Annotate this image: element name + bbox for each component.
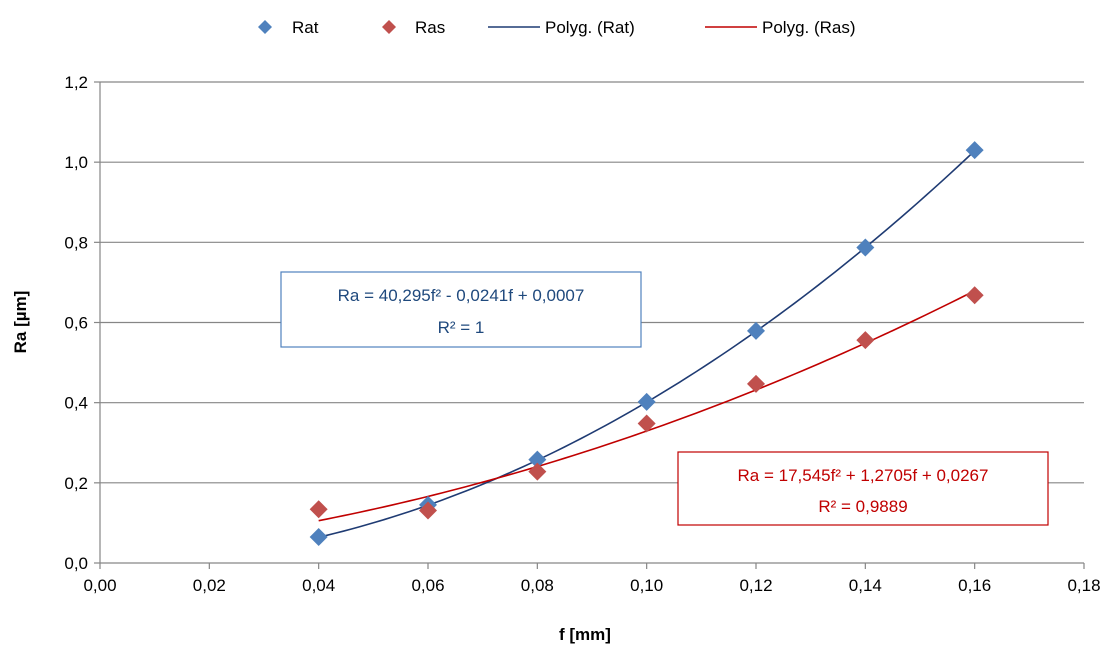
y-tick-label-3: 0,6: [64, 314, 88, 333]
equation-box-ras-frame: [677, 451, 1049, 526]
equation-rat: Ra = 40,295f² - 0,0241f + 0,0007: [338, 286, 585, 305]
data-points: [309, 141, 984, 546]
legend-label-ras-trend: Polyg. (Ras): [762, 18, 856, 37]
y-tick-label-2: 0,4: [64, 394, 88, 413]
data-point-rat-4: [747, 321, 765, 340]
x-tick-label-9: 0,18: [1067, 576, 1100, 595]
r-squared-rat: R² = 1: [438, 318, 485, 337]
y-tick-label-5: 1,0: [64, 153, 88, 172]
data-point-ras-4: [747, 374, 765, 393]
legend-label-ras: Ras: [415, 18, 445, 37]
legend-label-rat-trend: Polyg. (Rat): [545, 18, 635, 37]
equation-ras: Ra = 17,545f² + 1,2705f + 0,0267: [738, 466, 989, 485]
data-point-rat-6: [965, 141, 984, 160]
data-point-ras-1: [419, 501, 437, 520]
data-point-ras-6: [965, 286, 984, 305]
data-point-ras-3: [637, 414, 656, 433]
legend: Rat Ras Polyg. (Rat) Polyg. (Ras): [258, 18, 856, 37]
x-tick-label-0: 0,00: [83, 576, 116, 595]
x-tick-label-8: 0,16: [958, 576, 991, 595]
x-tick-label-7: 0,14: [849, 576, 882, 595]
data-point-ras-0: [309, 500, 328, 519]
legend-label-rat: Rat: [292, 18, 319, 37]
data-point-rat-0: [309, 527, 328, 546]
equation-box-ras: Ra = 17,545f² + 1,2705f + 0,0267 R² = 0,…: [677, 451, 1049, 526]
axes: [94, 81, 1085, 569]
y-tick-label-1: 0,2: [64, 474, 88, 493]
equation-box-rat: Ra = 40,295f² - 0,0241f + 0,0007 R² = 1: [280, 271, 642, 348]
legend-marker-rat: [258, 20, 272, 34]
data-point-rat-2: [528, 450, 547, 469]
y-axis-title: Ra [µm]: [11, 291, 30, 354]
x-tick-label-2: 0,04: [302, 576, 335, 595]
y-tick-labels: 0,0 0,2 0,4 0,6 0,8 1,0 1,2: [64, 73, 88, 573]
data-point-rat-3: [637, 392, 656, 411]
legend-marker-ras: [382, 20, 396, 34]
y-tick-label-0: 0,0: [64, 554, 88, 573]
r-squared-ras: R² = 0,9889: [818, 497, 907, 516]
data-point-ras-5: [856, 331, 875, 350]
x-tick-labels: 0,00 0,02 0,04 0,06 0,08 0,10 0,12 0,14 0,16 0,18: [83, 576, 1100, 595]
y-tick-label-4: 0,8: [64, 233, 88, 252]
y-tick-label-6: 1,2: [64, 73, 88, 92]
x-tick-label-4: 0,08: [521, 576, 554, 595]
x-tick-label-3: 0,06: [411, 576, 444, 595]
x-axis-title: f [mm]: [559, 625, 611, 644]
x-tick-label-6: 0,12: [739, 576, 772, 595]
x-tick-label-1: 0,02: [193, 576, 226, 595]
equation-box-rat-frame: [280, 271, 642, 348]
data-point-ras-2: [528, 462, 547, 481]
x-tick-label-5: 0,10: [630, 576, 663, 595]
data-point-rat-5: [856, 238, 875, 257]
